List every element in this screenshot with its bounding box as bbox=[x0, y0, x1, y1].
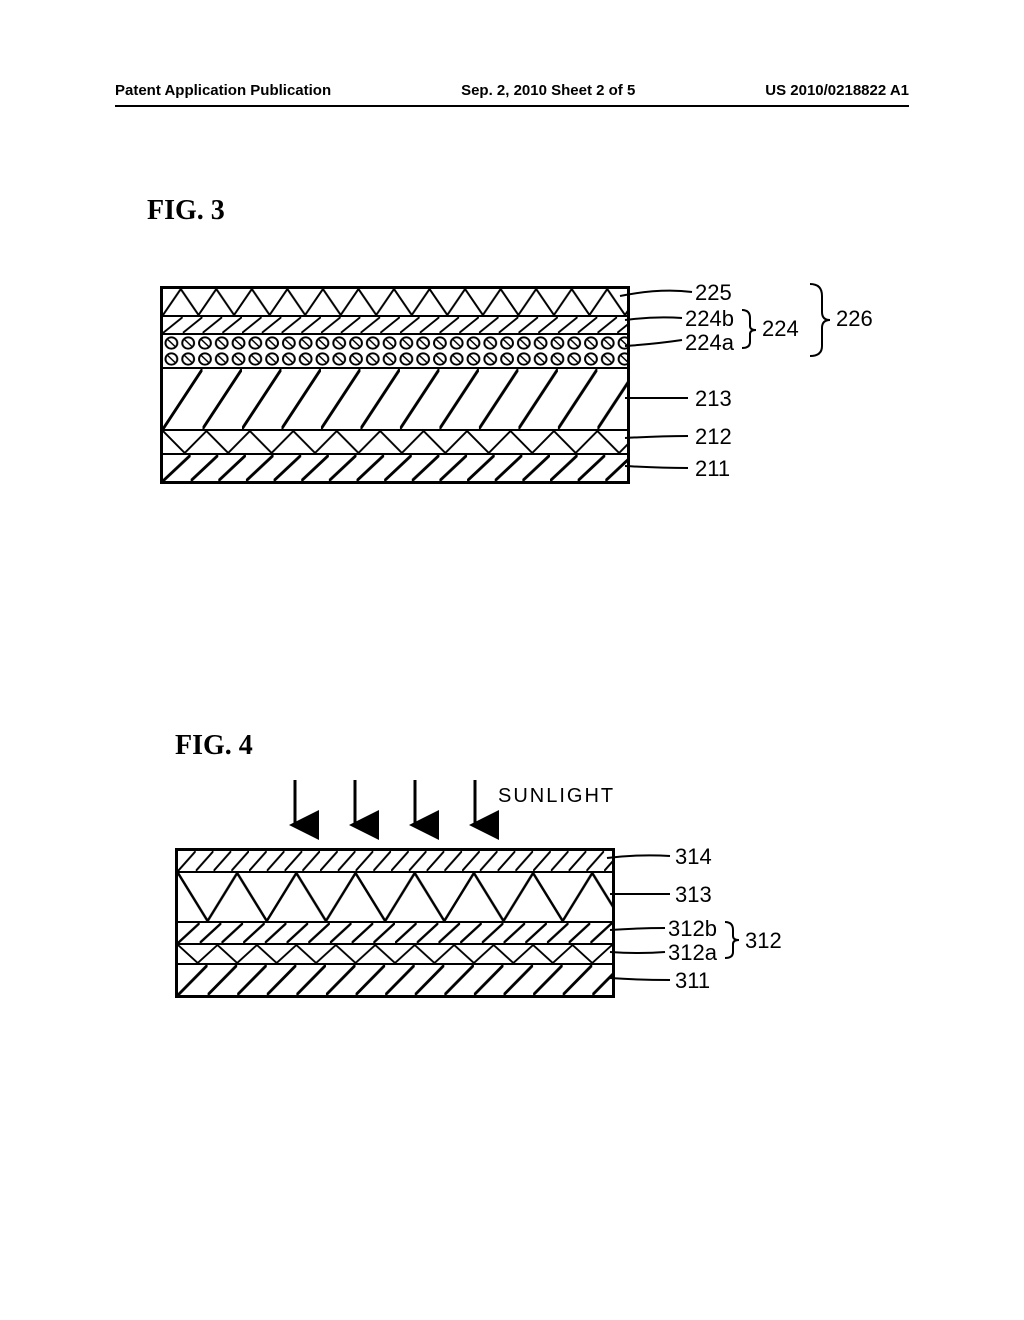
layer-212 bbox=[163, 429, 627, 453]
label-224: 224 bbox=[762, 316, 799, 342]
label-213: 213 bbox=[695, 386, 732, 412]
layer-225 bbox=[163, 289, 627, 315]
label-224b: 224b bbox=[685, 306, 734, 332]
label-314: 314 bbox=[675, 844, 712, 870]
layer-224a bbox=[163, 333, 627, 367]
label-312: 312 bbox=[745, 928, 782, 954]
sunlight-label: SUNLIGHT bbox=[498, 785, 615, 808]
fig3-title: FIG. 3 bbox=[147, 195, 225, 227]
header-center: Sep. 2, 2010 Sheet 2 of 5 bbox=[461, 82, 635, 99]
header-row: Patent Application Publication Sep. 2, 2… bbox=[0, 82, 1024, 99]
header-left: Patent Application Publication bbox=[115, 82, 331, 99]
fig3-stack bbox=[160, 286, 630, 484]
label-313: 313 bbox=[675, 882, 712, 908]
fig4-container: 314 313 312b 312a 312 311 bbox=[175, 848, 615, 998]
header-divider bbox=[115, 105, 909, 107]
layer-213 bbox=[163, 367, 627, 429]
sunlight-arrows bbox=[280, 775, 530, 845]
label-212: 212 bbox=[695, 424, 732, 450]
fig4-leaders bbox=[615, 848, 875, 998]
layer-311 bbox=[178, 963, 612, 995]
header-right: US 2010/0218822 A1 bbox=[765, 82, 909, 99]
label-312b: 312b bbox=[668, 916, 717, 942]
label-225: 225 bbox=[695, 280, 732, 306]
layer-312b bbox=[178, 921, 612, 943]
layer-314 bbox=[178, 851, 612, 871]
fig4-title: FIG. 4 bbox=[175, 730, 253, 762]
label-224a: 224a bbox=[685, 330, 734, 356]
layer-224b bbox=[163, 315, 627, 333]
fig4-stack bbox=[175, 848, 615, 998]
layer-211 bbox=[163, 453, 627, 481]
fig3-container: 225 224b 224a 224 226 213 212 211 bbox=[160, 286, 630, 484]
label-211: 211 bbox=[695, 456, 730, 482]
layer-313 bbox=[178, 871, 612, 921]
layer-312a bbox=[178, 943, 612, 963]
label-226: 226 bbox=[836, 306, 873, 332]
label-311: 311 bbox=[675, 968, 710, 994]
label-312a: 312a bbox=[668, 940, 717, 966]
